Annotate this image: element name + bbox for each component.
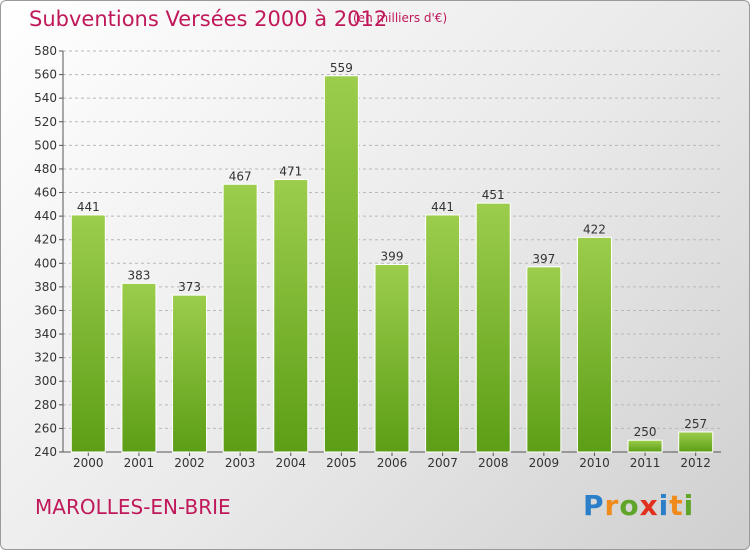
x-tick-label: 2009 bbox=[529, 456, 560, 470]
logo-letter: r bbox=[604, 489, 620, 522]
x-tick-label: 2000 bbox=[73, 456, 104, 470]
x-tick-label: 2001 bbox=[124, 456, 155, 470]
x-tick-label: 2010 bbox=[579, 456, 610, 470]
logo-letter: o bbox=[619, 489, 640, 522]
y-tick-label: 280 bbox=[34, 398, 57, 412]
bar bbox=[627, 439, 663, 453]
bar bbox=[374, 263, 410, 453]
y-tick-label: 400 bbox=[34, 256, 57, 270]
x-tick-label: 2005 bbox=[326, 456, 357, 470]
y-tick-label: 380 bbox=[34, 280, 57, 294]
bar bbox=[526, 266, 562, 453]
bar bbox=[323, 75, 359, 453]
y-tick-label: 440 bbox=[34, 209, 57, 223]
y-tick-label: 580 bbox=[34, 44, 57, 58]
x-tick-label: 2004 bbox=[275, 456, 306, 470]
x-tick-label: 2006 bbox=[377, 456, 408, 470]
y-tick-label: 460 bbox=[34, 186, 57, 200]
value-label: 441 bbox=[77, 200, 100, 214]
value-label: 383 bbox=[127, 268, 150, 282]
proxiti-logo: Proxiti bbox=[583, 489, 694, 522]
y-tick-label: 320 bbox=[34, 351, 57, 365]
bar bbox=[425, 214, 461, 453]
x-tick-label: 2008 bbox=[478, 456, 509, 470]
x-tick-label: 2007 bbox=[427, 456, 458, 470]
bar bbox=[70, 214, 106, 453]
bar bbox=[475, 202, 511, 453]
x-tick-label: 2012 bbox=[680, 456, 711, 470]
bar bbox=[273, 179, 309, 453]
value-label: 250 bbox=[634, 425, 657, 439]
y-tick-label: 540 bbox=[34, 91, 57, 105]
bar bbox=[678, 431, 714, 453]
y-tick-label: 420 bbox=[34, 233, 57, 247]
y-tick-label: 560 bbox=[34, 68, 57, 82]
y-tick-label: 300 bbox=[34, 374, 57, 388]
value-label: 559 bbox=[330, 61, 353, 75]
y-tick-label: 520 bbox=[34, 115, 57, 129]
logo-letter: x bbox=[639, 489, 659, 522]
x-tick-label: 2003 bbox=[225, 456, 256, 470]
y-tick-label: 260 bbox=[34, 421, 57, 435]
commune-name: MAROLLES-EN-BRIE bbox=[35, 495, 231, 519]
logo-letter: P bbox=[583, 489, 605, 522]
bar bbox=[172, 294, 208, 453]
y-tick-label: 500 bbox=[34, 138, 57, 152]
y-tick-label: 360 bbox=[34, 303, 57, 317]
value-label: 451 bbox=[482, 188, 505, 202]
chart-title: Subventions Versées 2000 à 2012 bbox=[29, 7, 388, 31]
value-label: 422 bbox=[583, 222, 606, 236]
value-label: 257 bbox=[684, 417, 707, 431]
bar bbox=[222, 183, 258, 453]
value-label: 399 bbox=[381, 249, 404, 263]
x-tick-label: 2011 bbox=[630, 456, 661, 470]
value-label: 441 bbox=[431, 200, 454, 214]
value-label: 397 bbox=[532, 252, 555, 266]
y-tick-label: 240 bbox=[34, 445, 57, 459]
logo-letter: i bbox=[683, 489, 695, 522]
logo-letter: t bbox=[669, 489, 684, 522]
logo-letter: i bbox=[658, 489, 670, 522]
x-tick-label: 2002 bbox=[174, 456, 205, 470]
bar bbox=[576, 236, 612, 453]
value-label: 373 bbox=[178, 280, 201, 294]
value-label: 471 bbox=[279, 165, 302, 179]
bar bbox=[121, 282, 157, 453]
chart-subtitle: (en milliers d'€) bbox=[353, 11, 448, 25]
value-label: 467 bbox=[229, 169, 252, 183]
y-tick-label: 340 bbox=[34, 327, 57, 341]
y-tick-label: 480 bbox=[34, 162, 57, 176]
